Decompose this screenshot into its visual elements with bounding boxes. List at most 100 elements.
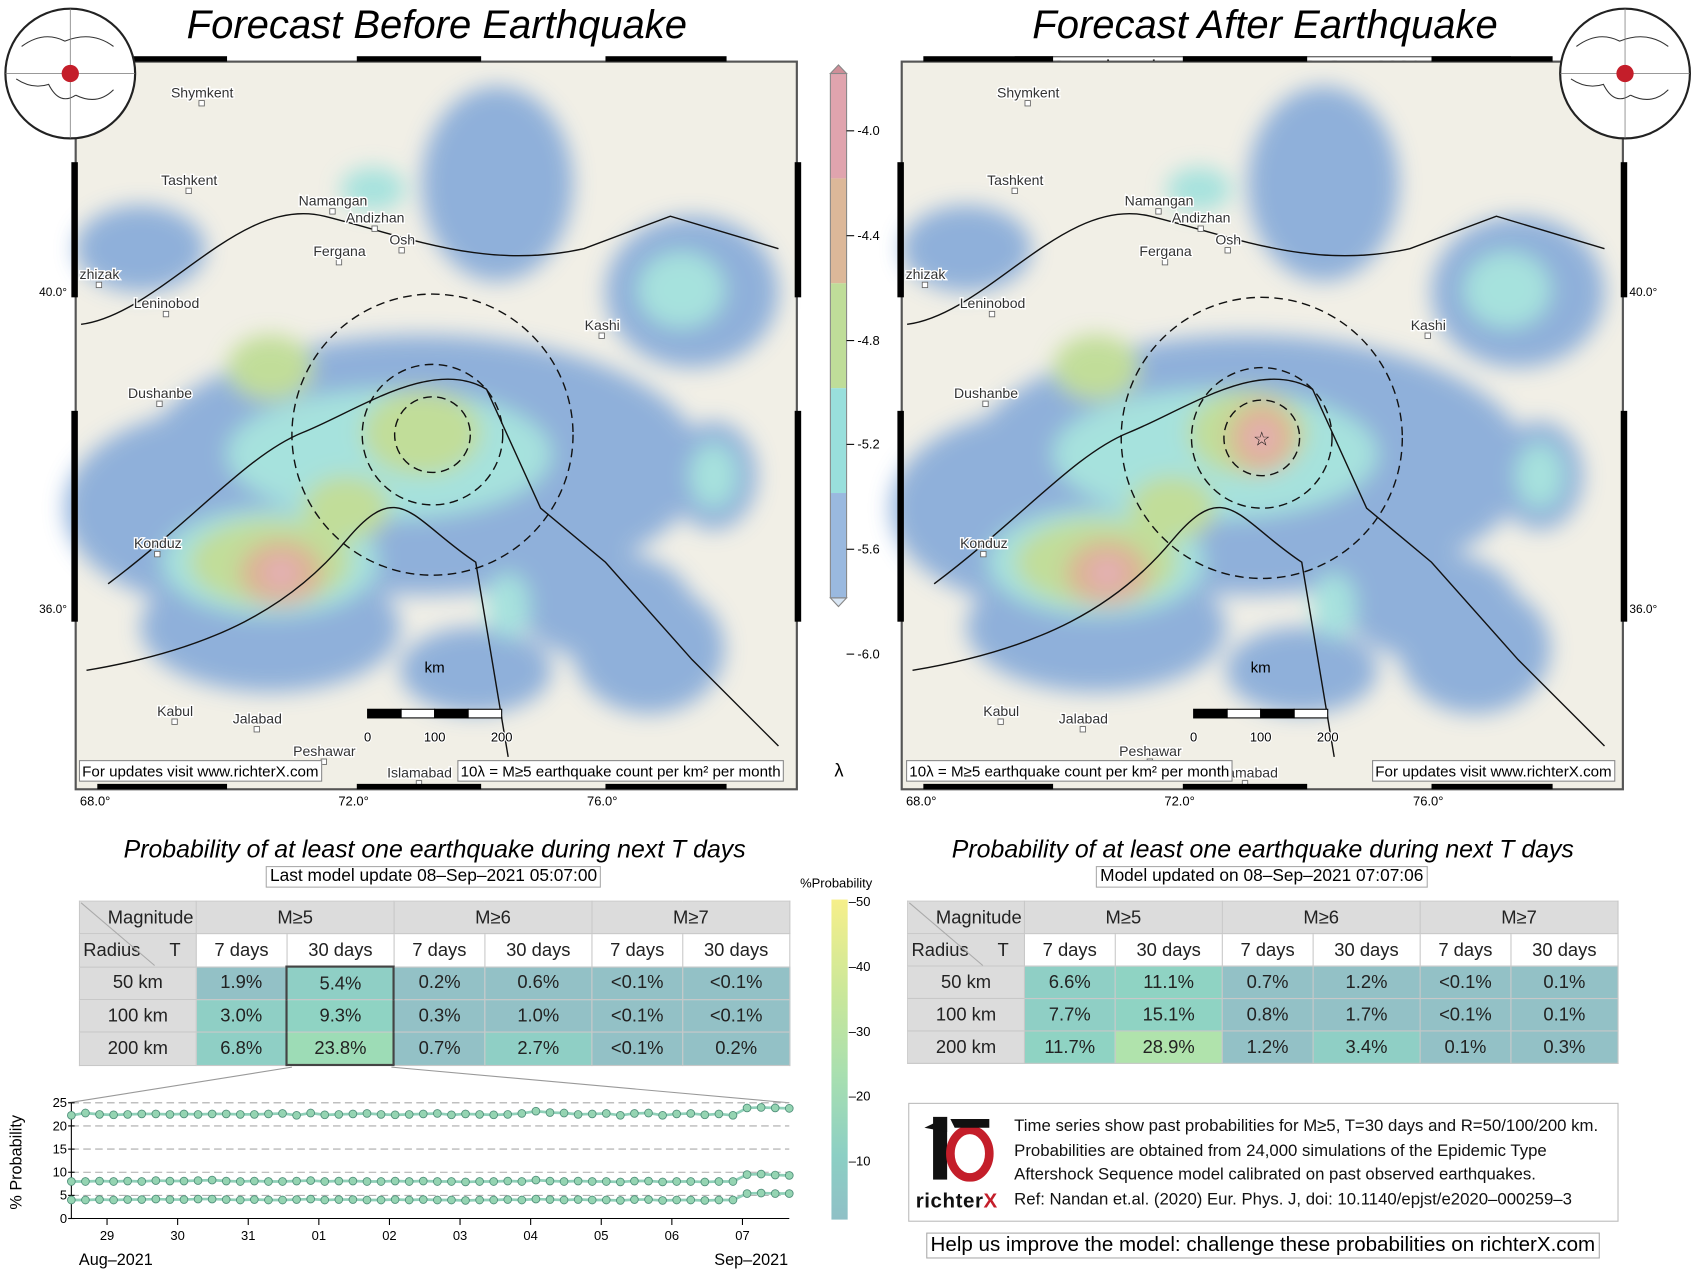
lon-tick-label: 76.0° [587, 793, 617, 808]
probability-cell[interactable]: <0.1% [591, 966, 684, 1001]
left-footer-legend: 10λ = M≥5 earthquake count per km² per m… [457, 760, 784, 782]
probability-cell[interactable]: <0.1% [591, 1031, 684, 1066]
data-point [616, 1196, 625, 1205]
data-point [573, 1195, 583, 1204]
x-month-right: Sep–2021 [714, 1251, 788, 1269]
probability-cell[interactable]: 6.6% [1023, 965, 1116, 1000]
x-tick-label: 29 [100, 1228, 114, 1243]
probability-cell[interactable]: 0.1% [1510, 997, 1619, 1032]
data-point [587, 1109, 597, 1119]
data-point [207, 1194, 217, 1204]
probability-cell[interactable]: 1.9% [195, 966, 288, 1001]
y-tick-label: 25 [53, 1095, 67, 1110]
data-point [531, 1194, 541, 1204]
radius-circle [393, 396, 472, 474]
probability-cell[interactable]: 1.7% [1312, 997, 1421, 1032]
data-point [179, 1176, 189, 1186]
probability-cell[interactable]: 0.8% [1221, 997, 1314, 1032]
series-1 [67, 1169, 794, 1187]
probability-cell[interactable]: 0.6% [484, 966, 593, 1001]
city-marker [1224, 247, 1231, 254]
period-header: 30 days [1114, 933, 1223, 967]
data-point [292, 1110, 301, 1120]
series-2 [67, 1188, 794, 1205]
probability-cell[interactable]: 11.7% [1023, 1030, 1116, 1064]
data-point [784, 1104, 794, 1113]
data-point [123, 1176, 132, 1186]
city-marker [154, 550, 161, 558]
probability-cell[interactable]: 0.7% [1221, 965, 1314, 1000]
right-footer-link[interactable]: For updates visit www.richterX.com [1372, 760, 1615, 782]
help-link[interactable]: Help us improve the model: challenge the… [926, 1232, 1600, 1259]
lon-tick-label: 76.0° [1413, 793, 1443, 808]
data-point [306, 1194, 315, 1204]
data-point [700, 1110, 710, 1120]
data-point [489, 1195, 498, 1205]
data-point [81, 1177, 90, 1186]
probability-cell[interactable]: 6.8% [195, 1031, 288, 1066]
radius-cell: 200 km [78, 1031, 197, 1066]
probability-cell[interactable]: 3.0% [195, 999, 288, 1033]
probability-cell[interactable]: <0.1% [681, 966, 791, 1001]
data-point [193, 1110, 203, 1119]
period-header: 7 days [393, 933, 486, 968]
probability-cell[interactable]: 7.7% [1023, 997, 1116, 1032]
probability-cell[interactable]: <0.1% [591, 999, 684, 1033]
probability-cell[interactable]: <0.1% [1419, 965, 1512, 1000]
right-map[interactable]: ☆ Shymkent Tashkent Namangan Andizhan Osh Ferg… [890, 56, 1658, 808]
data-point [376, 1195, 386, 1205]
probability-cell[interactable]: 9.3% [285, 999, 396, 1033]
lambda-tick: -4.0 [857, 123, 879, 138]
x-tick-label: 02 [382, 1228, 396, 1243]
city-label: Fergana [1139, 243, 1192, 259]
data-point [123, 1110, 132, 1119]
probability-cell[interactable]: 1.2% [1312, 965, 1421, 1000]
data-point [390, 1176, 400, 1186]
data-point [461, 1109, 470, 1119]
table-row: 100 km 3.0% 9.3% 0.3% 1.0% <0.1% <0.1% [78, 999, 791, 1033]
probability-cell[interactable]: 1.2% [1221, 1030, 1314, 1064]
data-point [433, 1195, 442, 1205]
probability-cell[interactable]: 2.7% [484, 1031, 593, 1066]
probability-cell[interactable]: 23.8% [285, 1031, 396, 1067]
data-point [531, 1175, 541, 1185]
probability-cell[interactable]: 1.0% [484, 999, 593, 1033]
city-label: Dushanbe [128, 385, 192, 401]
data-point [320, 1177, 330, 1186]
data-point [151, 1109, 161, 1119]
radius-circle [1190, 366, 1333, 509]
data-point [658, 1177, 667, 1187]
data-point [250, 1195, 259, 1204]
data-point [559, 1177, 569, 1186]
data-point [616, 1110, 625, 1120]
data-point [404, 1195, 414, 1205]
probability-cell[interactable]: 0.3% [1510, 1030, 1619, 1064]
probability-cell[interactable]: 11.1% [1114, 965, 1223, 1000]
scale-tick: 0 [364, 730, 371, 745]
probability-cell[interactable]: 0.7% [393, 1031, 486, 1066]
city-marker [997, 718, 1004, 725]
probability-cell[interactable]: 0.2% [681, 1031, 791, 1066]
probability-cell[interactable]: 3.4% [1312, 1030, 1421, 1064]
probability-cell[interactable]: 5.4% [285, 965, 396, 1001]
prob-tick: 50 [855, 894, 871, 910]
richterx-logo-icon [924, 1116, 994, 1182]
probability-cell[interactable]: <0.1% [681, 999, 791, 1033]
x-tick-label: 04 [523, 1228, 537, 1243]
left-map[interactable]: Shymkent Tashkent Namangan Andizhan Osh Ferga… [39, 56, 802, 808]
table-row: 50 km 1.9% 5.4% 0.2% 0.6% <0.1% <0.1% [78, 965, 791, 1001]
scale-tick: 200 [1317, 730, 1339, 745]
data-point [714, 1195, 724, 1205]
right-update: Model updated on 08–Sep–2021 07:07:06 [1095, 866, 1428, 888]
probability-cell[interactable]: 28.9% [1114, 1030, 1223, 1064]
probability-cell[interactable]: 15.1% [1114, 997, 1223, 1032]
probability-cell[interactable]: 0.1% [1510, 965, 1619, 1000]
probability-cell[interactable]: 0.3% [393, 999, 486, 1033]
data-point [770, 1170, 780, 1180]
probability-cell[interactable]: 0.2% [393, 966, 486, 1001]
data-point [137, 1195, 147, 1204]
probability-cell[interactable]: <0.1% [1419, 997, 1512, 1032]
left-footer-link[interactable]: For updates visit www.richterX.com [78, 760, 322, 782]
city-label: zhizak [906, 266, 947, 282]
probability-cell[interactable]: 0.1% [1419, 1030, 1512, 1064]
